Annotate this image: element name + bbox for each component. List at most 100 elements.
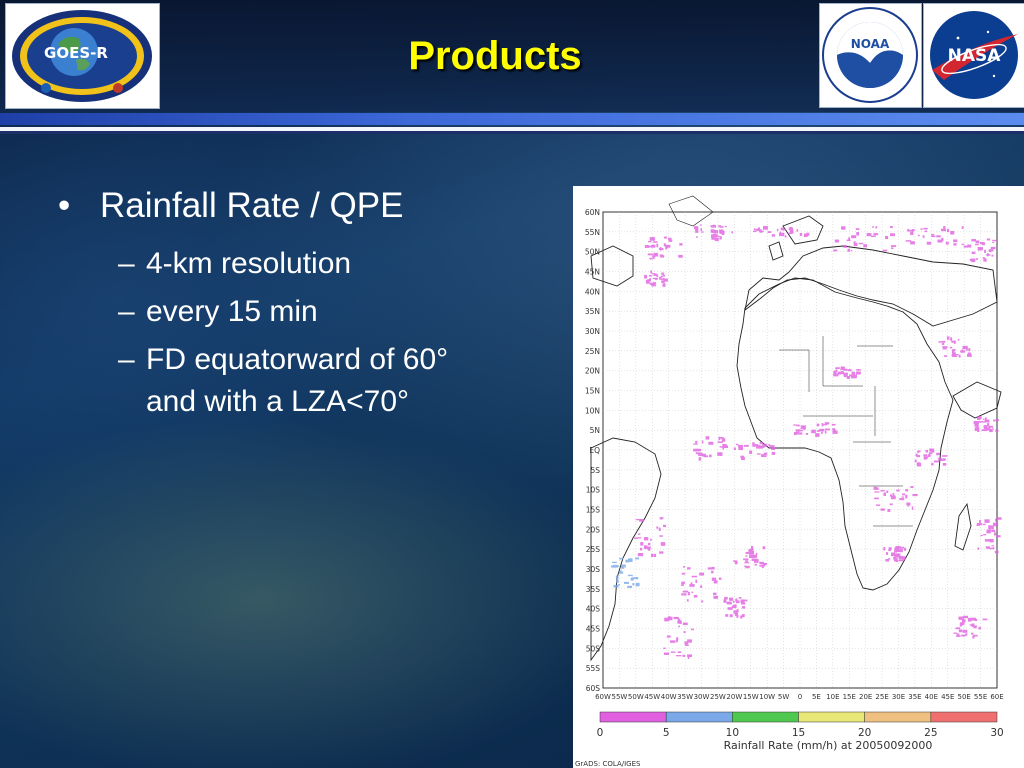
rain-speck [992,241,995,244]
rain-patch [905,226,965,246]
rain-speck [982,257,986,259]
rain-patch [644,236,683,260]
rain-speck [975,258,979,260]
rain-speck [759,229,762,232]
rain-speck [936,235,941,238]
rain-speck [713,230,719,234]
rain-speck [731,231,734,234]
rain-speck [847,248,850,252]
rain-speck [988,527,992,530]
rain-speck [989,539,994,543]
rain-speck [670,651,676,653]
rain-speck [980,534,983,537]
rain-speck [701,440,704,444]
rain-speck [736,443,739,446]
rain-speck [717,452,723,456]
rain-speck [721,438,726,442]
rain-speck [660,255,665,258]
rain-speck [768,444,771,446]
rain-speck [958,616,964,620]
rain-speck [983,425,988,429]
lat-tick-label: 55N [585,228,600,237]
rain-speck [762,546,766,550]
rain-speck [650,553,653,557]
rain-speck [690,628,695,631]
rain-speck [748,550,755,555]
rain-speck [855,228,860,230]
rain-speck [682,590,689,593]
rain-speck [880,508,885,511]
rain-speck [720,453,722,456]
rain-speck [693,448,698,452]
rain-speck [962,345,968,350]
colorbar-tick-label: 25 [924,727,937,739]
rain-speck [901,496,905,498]
rain-speck [961,243,965,246]
rain-speck [711,577,717,581]
rain-speck [995,518,997,522]
lon-tick-label: 45W [644,693,660,701]
rain-speck [687,639,692,643]
rain-speck [719,437,724,439]
rain-speck [691,575,698,578]
rain-speck [770,447,776,450]
rain-speck [983,427,986,430]
rain-speck [907,505,910,507]
rain-speck [833,249,838,252]
rain-speck [991,529,996,532]
rain-patches [611,224,1002,659]
rain-speck [910,241,915,245]
latitude-labels: 60N 55N 50N 45N 40N 35N 30N 25N 20N 15N 10N 5N EQ 5S 1… [585,208,600,693]
rain-speck [734,612,739,616]
rain-speck [710,229,715,233]
rain-speck [797,424,800,427]
rain-patch [973,416,999,433]
rain-speck [755,552,758,555]
rain-speck [982,618,988,621]
rain-speck [740,615,743,619]
lon-tick-label: 45E [941,693,954,701]
lon-tick-label: 0 [798,693,802,701]
rain-speck [973,420,980,425]
rain-speck [744,565,747,568]
rain-speck [952,355,958,358]
rain-speck [995,535,1001,538]
rain-speck [616,579,619,583]
rain-speck [753,230,757,233]
rain-speck [988,425,994,428]
rain-speck [736,614,739,618]
rain-speck [985,417,987,420]
rain-speck [662,524,667,528]
rain-speck [967,353,972,357]
rain-speck [718,577,722,580]
rain-speck [754,559,759,563]
rain-speck [991,526,994,530]
rain-speck [856,231,860,236]
rain-patch [976,517,1002,554]
rain-speck [984,519,990,523]
rain-speck [974,427,977,431]
rain-speck [843,368,848,371]
rain-speck [941,455,948,457]
rain-speck [979,519,981,524]
rain-speck [663,652,670,656]
rain-speck [824,422,830,425]
rain-speck [900,548,903,553]
rain-speck [761,564,766,567]
rain-speck [986,238,991,241]
rain-speck [899,498,904,500]
rain-speck [763,226,768,230]
rain-speck [959,623,962,627]
rain-speck [945,241,949,245]
rain-speck [896,553,901,556]
rain-speck [819,428,825,432]
lat-tick-label: 10S [586,486,601,495]
rain-speck [634,537,638,539]
rain-speck [984,419,990,423]
rain-speck [684,644,689,646]
rain-speck [727,607,733,610]
rain-speck [843,372,848,376]
rain-speck [711,570,714,574]
rain-speck [993,419,996,422]
rain-speck [967,244,972,248]
